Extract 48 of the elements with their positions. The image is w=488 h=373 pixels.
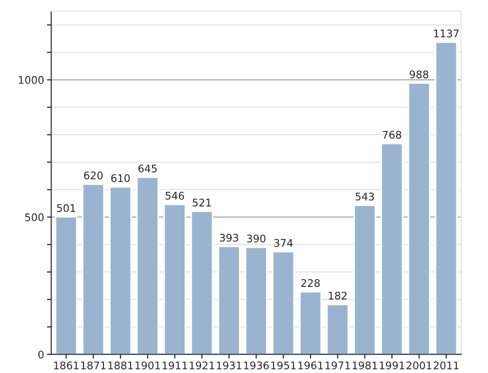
bar <box>354 204 376 354</box>
bar <box>380 142 404 354</box>
data-label: 390 <box>247 234 266 242</box>
x-tick-label: 1936 <box>244 361 269 370</box>
bar <box>434 42 458 354</box>
data-label: 374 <box>274 239 293 247</box>
y-tick-label: 500 <box>25 213 44 222</box>
x-tick-label: 1921 <box>190 361 214 370</box>
bar <box>218 246 240 354</box>
data-label: 228 <box>301 279 320 287</box>
x-tick-label: 2011 <box>434 361 459 370</box>
data-label: 1137 <box>434 30 459 38</box>
bar <box>244 246 268 354</box>
bar <box>82 183 105 354</box>
data-label: 768 <box>382 130 402 139</box>
x-tick-label: 1971 <box>326 361 350 370</box>
x-tick-label: 1961 <box>298 361 323 370</box>
x-tick-label: 2001 <box>406 361 432 370</box>
x-tick-label: 1981 <box>352 361 378 370</box>
data-label: 521 <box>192 198 211 207</box>
y-tick-label: 0 <box>38 350 44 358</box>
bar <box>163 204 186 354</box>
bar <box>299 291 322 354</box>
data-label: 546 <box>166 192 184 200</box>
x-tick-label: 1871 <box>81 361 106 370</box>
bar <box>136 176 159 354</box>
data-label: 620 <box>84 171 103 180</box>
bar <box>272 250 295 354</box>
y-tick-label: 1000 <box>18 76 44 84</box>
data-label: 501 <box>57 204 76 212</box>
x-tick-label: 1861 <box>54 361 78 370</box>
x-tick-label: 1901 <box>136 361 160 370</box>
bar <box>109 186 132 354</box>
data-label: 988 <box>410 70 428 78</box>
data-label: 610 <box>111 174 130 182</box>
x-tick-label: 1991 <box>380 361 404 370</box>
bar <box>190 210 214 354</box>
x-tick-label: 1881 <box>108 361 133 370</box>
bar <box>408 82 430 354</box>
x-tick-label: 1951 <box>271 361 296 370</box>
data-label: 543 <box>356 192 374 200</box>
data-label: 645 <box>138 164 157 172</box>
bar <box>326 304 349 354</box>
x-tick-label: 1931 <box>216 361 242 370</box>
data-label: 182 <box>328 292 347 300</box>
bar <box>54 216 78 354</box>
data-label: 393 <box>220 234 238 242</box>
x-tick-label: 1911 <box>162 361 188 370</box>
